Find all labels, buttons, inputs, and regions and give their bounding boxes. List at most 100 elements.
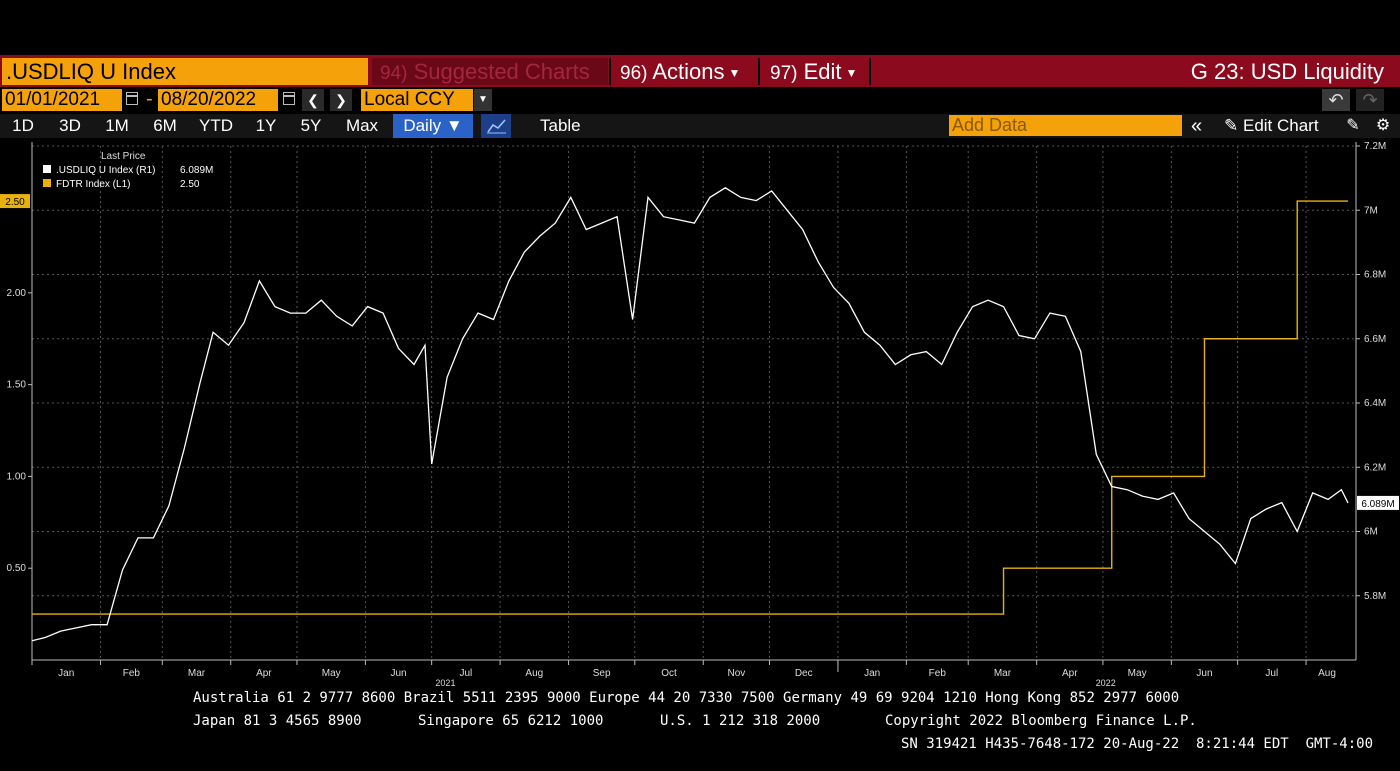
table-button[interactable]: Table — [540, 116, 581, 135]
x-month-label: Oct — [661, 668, 677, 679]
ticker-field[interactable]: .USDLIQ U Index — [2, 58, 368, 85]
x-year-label: 2021 — [435, 678, 455, 688]
add-data-input[interactable]: Add Data — [949, 115, 1182, 136]
right-tick-label: 7M — [1364, 205, 1378, 216]
edit-label: Edit — [803, 59, 842, 84]
legend-swatch-usdliq — [43, 165, 51, 173]
legend-item-usdliq: .USDLIQ U Index (R1) — [56, 165, 155, 176]
suggested-charts-label: Suggested Charts — [413, 59, 590, 84]
legend: Last Price .USDLIQ U Index (R1) 6.089M F… — [43, 151, 213, 190]
chart-axes — [31, 142, 1357, 661]
right-tick-label: 6.8M — [1364, 270, 1386, 281]
frequency-dropdown[interactable]: Daily ▼ — [393, 114, 473, 138]
x-month-label: Nov — [727, 668, 745, 679]
menu-separator — [869, 58, 871, 85]
contacts-us: U.S. 1 212 318 2000 — [660, 713, 821, 729]
x-axis-ticks: Jan Feb Mar Apr May Jun Jul Aug Sep Oct Nov Dec Jan F… — [31, 660, 1336, 688]
x-month-label: Mar — [994, 668, 1012, 679]
line-chart-button[interactable] — [481, 114, 511, 138]
collapse-chevron-icon[interactable]: « — [1191, 115, 1203, 137]
left-tick-label: 1.50 — [7, 380, 27, 391]
actions-number: 96) — [620, 63, 648, 84]
contacts-singapore: Singapore 65 6212 1000 — [418, 713, 604, 729]
x-year-label: 2022 — [1096, 678, 1116, 688]
range-1y-button[interactable]: 1Y — [255, 116, 277, 135]
legend-item-fdtr: FDTR Index (L1) — [56, 179, 130, 190]
x-month-label: Mar — [188, 668, 206, 679]
x-month-label: Jan — [58, 668, 74, 679]
chart-grid — [32, 145, 1356, 660]
chart-settings-icon[interactable]: ✎ — [1346, 117, 1360, 134]
chevron-left-icon: ❮ — [307, 92, 319, 108]
x-month-label: Apr — [256, 668, 272, 679]
calendar-icon[interactable] — [126, 92, 138, 105]
x-month-label: Jul — [459, 668, 472, 679]
range-6m-button[interactable]: 6M — [153, 116, 177, 135]
right-tick-label: 7.2M — [1364, 141, 1386, 152]
next-period-button[interactable]: ❯ — [330, 89, 352, 111]
x-month-label: May — [1128, 668, 1147, 679]
x-month-label: Jul — [1265, 668, 1278, 679]
right-tick-label: 6.4M — [1364, 398, 1386, 409]
edit-chart-button[interactable]: ✎ Edit Chart — [1224, 114, 1319, 138]
suggested-charts-menu[interactable]: 94) Suggested Charts — [372, 58, 608, 85]
undo-button[interactable]: ↶ — [1322, 89, 1350, 111]
currency-select[interactable]: Local CCY — [361, 89, 473, 111]
x-month-label: Jun — [1196, 668, 1212, 679]
suggested-charts-number: 94) — [380, 63, 408, 84]
x-month-label: Aug — [525, 668, 543, 679]
range-5y-button[interactable]: 5Y — [300, 116, 322, 135]
edit-menu[interactable]: 97) Edit ▼ — [762, 58, 868, 85]
range-3d-button[interactable]: 3D — [59, 116, 81, 135]
currency-dropdown-button[interactable]: ▼ — [474, 89, 492, 111]
line-chart-icon — [487, 119, 506, 134]
legend-header: Last Price — [101, 151, 146, 162]
chevron-right-icon: ❯ — [335, 92, 347, 108]
left-tick-label: 0.50 — [7, 563, 27, 574]
legend-value-usdliq: 6.089M — [180, 165, 213, 176]
redo-button[interactable]: ↷ — [1356, 89, 1384, 111]
range-ytd-button[interactable]: YTD — [199, 116, 233, 135]
right-axis-ticks: 5.8M 6M 6.2M 6.4M 6.6M 6.8M 7M 7.2M — [1356, 141, 1386, 602]
x-month-label: May — [322, 668, 341, 679]
caret-down-icon: ▼ — [845, 65, 858, 80]
menu-separator — [609, 58, 611, 85]
left-last-badge — [0, 194, 30, 209]
x-month-label: Jan — [864, 668, 880, 679]
range-1m-button[interactable]: 1M — [105, 116, 129, 135]
right-tick-label: 6.6M — [1364, 334, 1386, 345]
x-month-label: Apr — [1062, 668, 1078, 679]
prev-period-button[interactable]: ❮ — [302, 89, 324, 111]
caret-down-icon: ▼ — [728, 65, 741, 80]
contacts-line-1: Australia 61 2 9777 8600 Brazil 5511 239… — [193, 690, 1180, 706]
x-month-label: Feb — [929, 668, 947, 679]
end-date-field[interactable]: 08/20/2022 — [158, 89, 278, 111]
redo-icon: ↷ — [1362, 90, 1378, 110]
triangle-down-icon: ▼ — [445, 116, 463, 135]
x-month-label: Feb — [123, 668, 141, 679]
legend-swatch-fdtr — [43, 179, 51, 187]
fdtr-series-line — [32, 200, 1348, 615]
x-month-label: Aug — [1318, 668, 1336, 679]
left-tick-label: 2.00 — [7, 288, 27, 299]
left-tick-label: 1.00 — [7, 471, 27, 482]
left-axis-ticks: 0.50 1.00 1.50 2.00 — [7, 288, 32, 574]
edit-number: 97) — [770, 63, 798, 84]
serial-timestamp: SN 319421 H435-7648-172 20-Aug-22 8:21:4… — [901, 736, 1374, 752]
x-month-label: Sep — [593, 668, 611, 679]
edit-chart-label: Edit Chart — [1242, 116, 1319, 135]
start-date-field[interactable]: 01/01/2021 — [2, 89, 122, 111]
caret-down-icon: ▼ — [478, 94, 488, 105]
actions-menu[interactable]: 96) Actions ▼ — [612, 58, 756, 85]
calendar-icon[interactable] — [283, 92, 295, 105]
gear-icon[interactable]: ⚙ — [1375, 117, 1391, 134]
range-max-button[interactable]: Max — [345, 116, 379, 135]
chart-area[interactable]: 0.50 1.00 1.50 2.00 5.8M 6M 6.2M 6.4M 6.6M 6.8M 7… — [0, 138, 1400, 693]
right-last-badge — [1357, 495, 1399, 510]
x-month-label: Jun — [390, 668, 406, 679]
right-tick-label: 5.8M — [1364, 591, 1386, 602]
actions-label: Actions — [652, 59, 725, 84]
right-tick-label: 6M — [1364, 527, 1378, 538]
range-1d-button[interactable]: 1D — [12, 116, 34, 135]
legend-value-fdtr: 2.50 — [180, 179, 200, 190]
